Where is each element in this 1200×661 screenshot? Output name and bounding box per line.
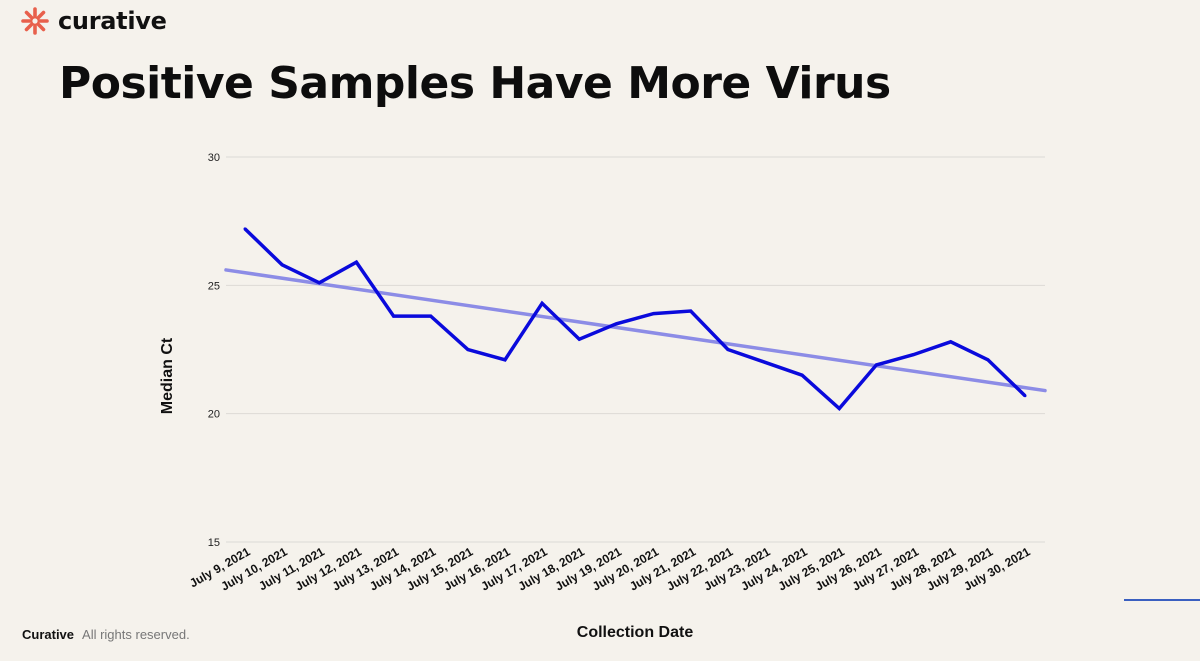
x-axis-title: Collection Date <box>577 624 694 641</box>
series-points <box>243 227 1027 411</box>
footer-rights: All rights reserved. <box>82 627 190 642</box>
y-tick-label: 15 <box>208 537 220 549</box>
data-point <box>614 322 618 326</box>
data-point <box>874 363 878 367</box>
page-title: Positive Samples Have More Virus <box>59 58 891 109</box>
data-point <box>243 227 247 231</box>
data-point <box>392 314 396 318</box>
data-point <box>429 314 433 318</box>
data-point <box>652 312 656 316</box>
y-tick-label: 20 <box>208 409 220 421</box>
asterisk-logo-icon <box>21 7 49 35</box>
series-line-median-ct <box>243 227 1027 412</box>
trend-line <box>224 268 1047 393</box>
data-point <box>577 337 581 341</box>
data-point <box>317 281 321 285</box>
data-point <box>837 407 841 411</box>
footer: Curative All rights reserved. <box>22 627 190 642</box>
y-axis-ticks: 15 20 25 30 <box>208 152 220 549</box>
data-point <box>800 373 804 377</box>
data-point <box>689 309 693 313</box>
y-axis-title: Median Ct <box>159 337 176 414</box>
data-point <box>949 340 953 344</box>
data-point <box>466 348 470 351</box>
chart-grid <box>226 156 1045 543</box>
data-point <box>912 353 916 357</box>
y-tick-label: 30 <box>208 152 220 164</box>
data-point <box>1023 394 1027 398</box>
brand: curative <box>20 6 167 36</box>
data-point <box>503 358 507 362</box>
y-tick-label: 25 <box>208 280 220 292</box>
footer-brand: Curative <box>22 627 75 642</box>
data-point <box>986 358 990 362</box>
data-point <box>540 301 544 305</box>
data-point <box>763 360 767 364</box>
accent-line <box>1124 599 1200 601</box>
data-point <box>280 263 284 267</box>
data-point <box>726 348 730 351</box>
data-point <box>354 260 358 264</box>
brand-name: curative <box>58 7 167 35</box>
